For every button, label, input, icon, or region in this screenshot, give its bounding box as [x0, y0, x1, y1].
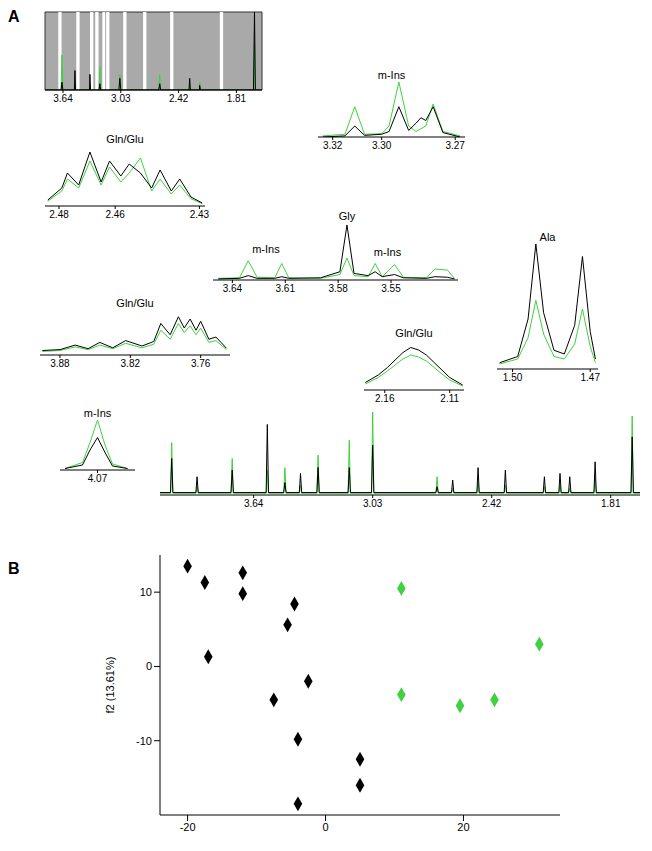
svg-text:-20: -20 [180, 821, 196, 833]
svg-text:3.32: 3.32 [323, 140, 343, 151]
svg-text:m-Ins: m-Ins [252, 243, 280, 255]
html-text:A: A [8, 8, 20, 25]
svg-text:0: 0 [322, 821, 328, 833]
svg-text:3.58: 3.58 [328, 283, 348, 294]
svg-text:3.30: 3.30 [372, 140, 392, 151]
html-text:m-Ins: m-Ins [377, 69, 406, 81]
svg-text:1.81: 1.81 [601, 498, 621, 509]
svg-text:2.42: 2.42 [169, 93, 189, 104]
svg-text:f2 (13.61%): f2 (13.61%) [104, 657, 116, 714]
svg-text:2.46: 2.46 [105, 209, 125, 220]
svg-text:1.47: 1.47 [580, 372, 600, 383]
svg-text:3.76: 3.76 [191, 358, 211, 369]
svg-text:2.11: 2.11 [440, 393, 459, 404]
svg-text:3.55: 3.55 [381, 283, 401, 294]
svg-text:3.88: 3.88 [50, 358, 70, 369]
svg-text:10: 10 [140, 586, 152, 598]
svg-text:2.16: 2.16 [375, 393, 395, 404]
svg-text:1.50: 1.50 [503, 372, 523, 383]
html-text:Gln/Glu: Gln/Glu [395, 327, 433, 339]
html-text:B: B [8, 560, 20, 577]
svg-text:3.03: 3.03 [111, 93, 131, 104]
svg-text:3.64: 3.64 [223, 283, 243, 294]
svg-text:3.64: 3.64 [244, 498, 264, 509]
svg-text:0: 0 [146, 660, 152, 672]
svg-text:4.07: 4.07 [88, 473, 108, 484]
svg-text:20: 20 [457, 821, 469, 833]
html-text:m-Ins: m-Ins [83, 407, 112, 419]
svg-text:3.03: 3.03 [363, 498, 383, 509]
html-text:Gln/Glu: Gln/Glu [106, 133, 144, 145]
html-text:Gln/Glu: Gln/Glu [116, 297, 154, 309]
svg-text:m-Ins: m-Ins [374, 246, 402, 258]
svg-text:-10: -10 [136, 735, 152, 747]
svg-text:2.42: 2.42 [482, 498, 502, 509]
svg-text:2.48: 2.48 [49, 209, 69, 220]
svg-text:3.64: 3.64 [53, 93, 73, 104]
html-text:Ala: Ala [539, 231, 556, 243]
svg-text:3.82: 3.82 [121, 358, 141, 369]
svg-text:1.81: 1.81 [227, 93, 247, 104]
svg-text:3.61: 3.61 [276, 283, 296, 294]
svg-text:Gly: Gly [339, 210, 356, 222]
svg-text:2.43: 2.43 [190, 209, 210, 220]
svg-text:3.27: 3.27 [445, 140, 465, 151]
